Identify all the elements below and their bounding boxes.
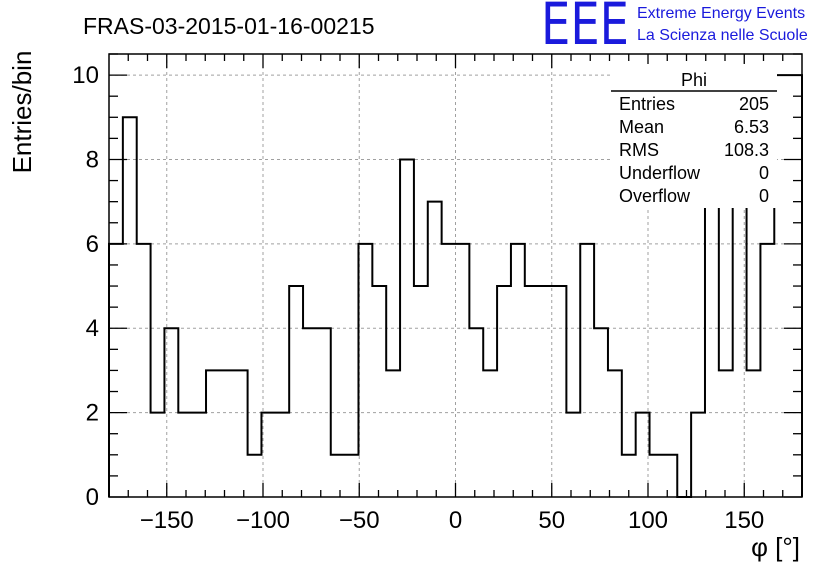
axis-ticks [109,53,802,498]
stats-rows: Entries 205 Mean 6.53 RMS 108.3 Underflow 0 Over… [619,94,769,206]
y-tick-label: 2 [86,400,99,427]
histogram-bin [331,455,345,497]
stats-row-label: Overflow [619,186,691,206]
histogram-bin [178,413,192,497]
y-tick-label: 6 [86,231,99,258]
histogram-bin [317,328,331,497]
logo-line-2: La Scienza nelle Scuole [637,27,808,44]
stats-row-value: 205 [739,94,769,114]
eee-logo: EEE Extreme Energy Events La Scienza nel… [541,0,808,58]
histogram-bin [663,455,677,497]
stats-row-value: 0 [759,186,769,206]
y-tick-label: 10 [72,62,99,89]
stats-box-background [611,64,777,208]
chart-title: FRAS-03-2015-01-16-00215 [83,13,375,39]
x-tick-label: 150 [724,507,764,534]
histogram-bin [594,328,608,497]
histogram-bin [303,328,317,497]
histogram-bin [566,413,580,497]
stats-box: Phi Entries 205 Mean 6.53 RMS 108.3 Underflow 0… [611,64,777,208]
histogram-bin [442,244,456,497]
x-tick-labels: −150 −100 −50 0 50 100 150 [140,507,765,534]
histogram-bin [553,286,567,497]
y-tick-label: 0 [86,484,99,511]
stats-row-label: RMS [619,140,659,160]
histogram-bin [275,413,289,497]
x-tick-label: −100 [236,507,290,534]
histogram-bin [469,328,483,497]
x-axis-label: φ [°] [751,532,800,562]
histogram-outline [108,74,803,498]
histogram-bin [650,455,664,497]
histogram-bin [248,455,262,497]
logo-line-1: Extreme Energy Events [637,5,805,22]
logo-mark: EEE [541,0,629,58]
histogram-bin [400,159,414,497]
x-tick-label: 0 [449,507,462,534]
y-tick-label: 4 [86,315,99,342]
x-tick-label: −50 [339,507,380,534]
histogram-bin [137,244,151,497]
stats-row-value: 108.3 [724,140,769,160]
stats-row-value: 6.53 [734,117,769,137]
histogram-bin [234,370,248,497]
x-tick-label: 100 [628,507,668,534]
y-tick-labels: 0 2 4 6 8 10 [72,62,99,511]
y-tick-label: 8 [86,146,99,173]
histogram-bin [608,370,622,497]
x-tick-label: 50 [538,507,565,534]
histogram-bin [289,286,303,497]
stats-row-label: Entries [619,94,675,114]
histogram-bin [511,244,525,497]
histogram-bin [206,370,220,497]
histogram-bin [539,286,553,497]
histogram-bin [456,244,470,497]
histogram-bin [358,244,372,497]
stats-row-value: 0 [759,163,769,183]
histogram-bin [691,413,705,497]
histogram-bin [123,117,137,497]
stats-row-label: Mean [619,117,664,137]
histogram-bin [386,370,400,497]
histogram-bin [497,286,511,497]
histogram-bin [733,202,747,497]
histogram-bin [414,286,428,497]
y-axis-label: Entries/bin [7,51,37,174]
histogram-bin [345,455,359,497]
histogram-bin [719,370,733,497]
histogram-bin [747,370,761,497]
histogram-bin [164,328,178,497]
histogram-bin [220,370,234,497]
histogram-bin [760,244,774,497]
stats-box-name: Phi [681,70,707,90]
histogram-bin [372,286,386,497]
histogram-bin [428,202,442,497]
x-tick-label: −150 [140,507,194,534]
histogram-bin [192,413,206,497]
histogram-bin [151,413,165,497]
histogram-bin [483,370,497,497]
histogram-bin [525,286,539,497]
histogram-bin [580,244,594,497]
stats-row-label: Underflow [619,163,701,183]
histogram-bin [705,202,719,497]
